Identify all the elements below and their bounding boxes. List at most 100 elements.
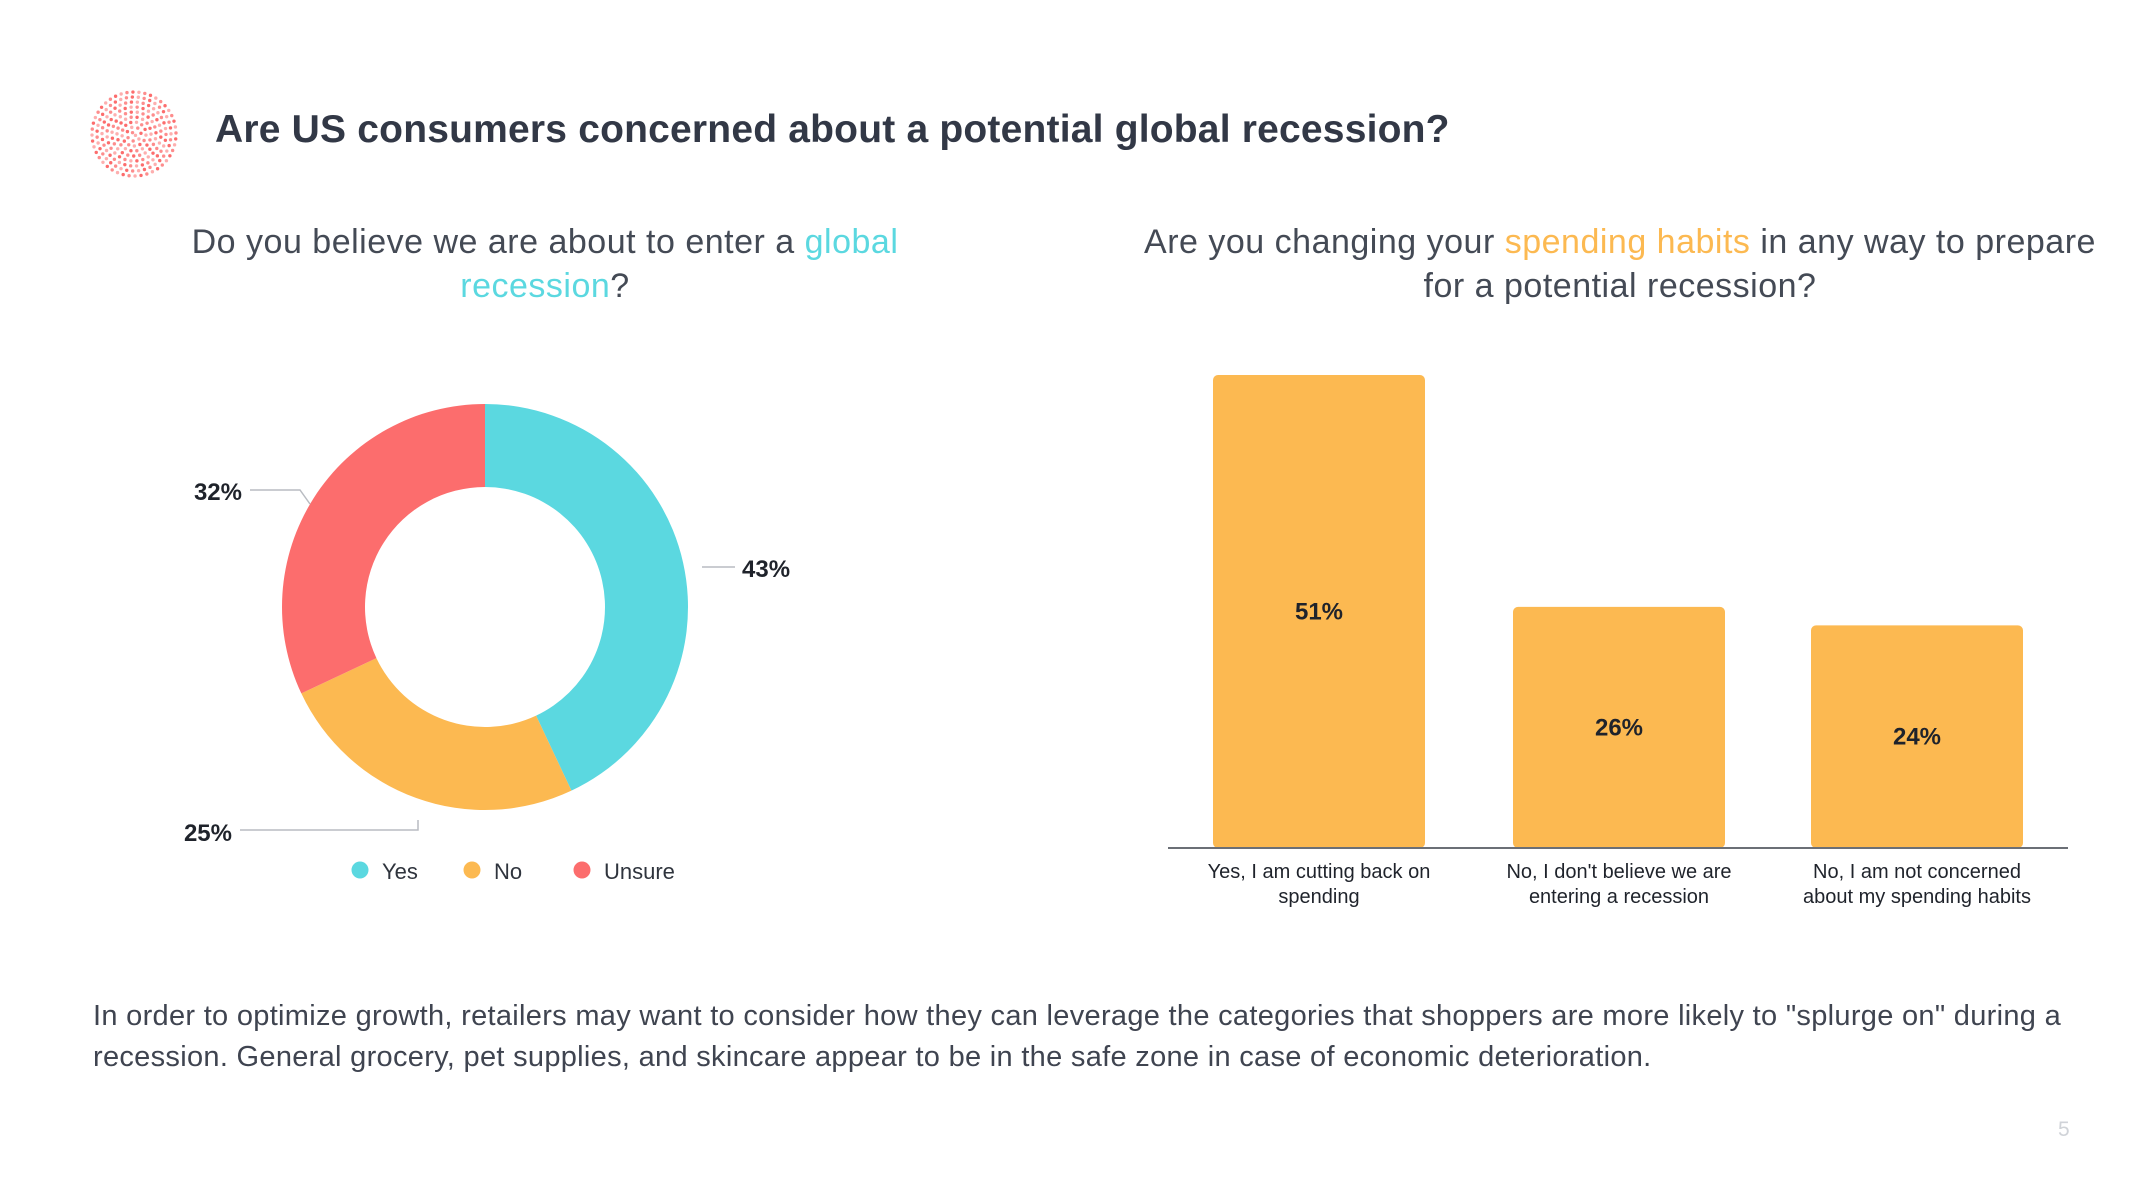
logo-dot (168, 126, 173, 130)
logo-dot (110, 130, 114, 134)
logo-dot (172, 143, 177, 147)
logo-dot (104, 107, 108, 112)
logo-dot (161, 144, 166, 148)
logo-dot (145, 172, 149, 176)
summary-paragraph: In order to optimize growth, retailers m… (93, 1000, 2061, 1073)
logo-dot (124, 96, 129, 100)
legend-marker-unsure (573, 861, 591, 879)
logo-dot (167, 120, 171, 124)
logo-dot (121, 172, 125, 177)
logo-dot (138, 142, 142, 147)
logo-dot (105, 129, 109, 133)
logo-dot (162, 121, 166, 125)
logo-dot (135, 100, 140, 104)
logo-dot (116, 138, 120, 142)
logo-dot (108, 153, 112, 157)
logo-dot (108, 110, 113, 114)
logo-dot (129, 120, 133, 125)
donut-slice-no (301, 658, 572, 810)
logo-dot (142, 96, 146, 101)
logo-dot (116, 126, 120, 130)
logo-dot (159, 115, 164, 120)
logo-dot (161, 109, 166, 114)
logo-dot (110, 168, 114, 172)
logo-dot (137, 90, 141, 94)
legend-label-yes: Yes (382, 859, 418, 884)
logo-dot (148, 93, 153, 98)
logo-dot (148, 165, 152, 170)
logo-dot (104, 148, 109, 153)
logo-dot (158, 158, 162, 163)
logo-dot (109, 117, 113, 122)
logo-dot (102, 120, 107, 124)
bar-category-label: entering a recession (1529, 886, 1709, 908)
logo-dot (119, 121, 123, 125)
logo-dot (163, 104, 167, 108)
logo-dot (141, 112, 145, 116)
logo-dot (119, 143, 123, 147)
logo-dot (148, 98, 152, 103)
logo-dot (109, 146, 113, 150)
question-text: Are you changing your (1144, 223, 1505, 261)
logo-dot (102, 143, 106, 147)
logo-dot (129, 159, 133, 163)
logo-dot (155, 118, 159, 122)
logo-dot (157, 105, 162, 109)
logo-dot (95, 135, 99, 139)
logo-dot (113, 100, 118, 104)
logo-dot (139, 123, 144, 127)
logo-dot (120, 150, 125, 155)
bar-1 (1213, 375, 1425, 848)
logo-dot (113, 113, 117, 117)
logo-dot (135, 115, 139, 119)
logo-dot (112, 142, 117, 146)
donut-chart-question: Do you believe we are about to enter a g… (150, 220, 940, 308)
logo-dot (136, 169, 141, 173)
donut-slice-yes (485, 404, 688, 791)
logo-dot (95, 129, 99, 133)
logo-dot (139, 173, 143, 178)
logo-dot (123, 112, 128, 116)
logo-dot (145, 121, 149, 125)
logo-dot (99, 105, 104, 110)
logo-dot (170, 113, 174, 118)
logo-dot (119, 166, 123, 171)
donut-chart: 43% 25% 32% Yes No Unsure (184, 404, 790, 884)
logo-dot (113, 106, 117, 110)
logo-dot (118, 115, 123, 119)
logo-dot (132, 154, 136, 158)
logo-dot (118, 103, 122, 107)
logo-dot (104, 101, 108, 105)
logo-dot (136, 95, 141, 99)
logo-dot (123, 146, 128, 151)
logo-dot (105, 164, 110, 169)
logo-dot (164, 114, 169, 119)
logo-dot (115, 170, 120, 175)
donut-value-label-unsure: 32% (194, 479, 242, 506)
logo-dot (130, 130, 135, 135)
logo-dot (137, 153, 142, 157)
logo-dot (136, 126, 140, 130)
page-title: Are US consumers concerned about a poten… (215, 108, 1450, 151)
logo-dot (133, 133, 138, 138)
logo-dot (157, 141, 162, 145)
logo-dot (164, 158, 169, 163)
logo-dot (126, 135, 130, 140)
logo-dot (125, 129, 130, 134)
logo-dot (120, 134, 124, 138)
logo-dot (174, 137, 178, 141)
bar-value-label: 51% (1295, 599, 1343, 626)
logo-dot (130, 169, 135, 173)
logo-dot (101, 160, 105, 164)
logo-dot (146, 109, 151, 113)
logo-dot (159, 135, 163, 139)
logo-dot (110, 136, 115, 140)
question-highlight: spending habits (1504, 223, 1751, 261)
logo-dot (149, 132, 153, 136)
logo-dot (129, 149, 133, 153)
bar-category-label: spending (1278, 886, 1359, 908)
logo-dot (130, 95, 135, 99)
logo-dot (114, 119, 118, 123)
question-highlight: global recession (460, 223, 899, 305)
logo-dot (119, 92, 123, 96)
